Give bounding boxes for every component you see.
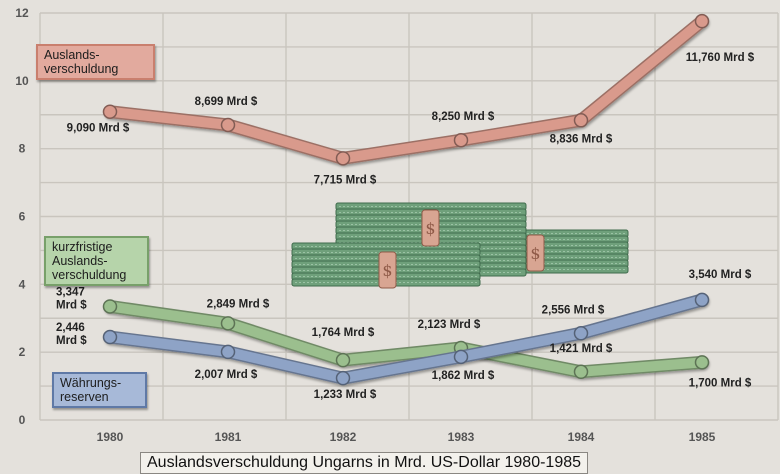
data-label: 8,836 Mrd $	[550, 133, 613, 145]
dollar-sign-icon: $	[382, 261, 392, 280]
dollar-sign-icon: $	[425, 219, 435, 238]
x-tick-label: 1984	[568, 430, 595, 444]
data-point	[573, 113, 589, 128]
x-tick-label: 1980	[97, 430, 124, 444]
data-label: 7,715 Mrd $	[314, 174, 377, 186]
data-label: 3,347 Mrd $	[56, 286, 87, 311]
data-label: 3,540 Mrd $	[689, 269, 752, 281]
y-tick-label: 4	[19, 277, 26, 291]
dollar-sign-icon: $	[530, 244, 540, 263]
data-point	[335, 151, 351, 166]
data-label: 2,446 Mrd $	[56, 322, 87, 347]
data-label: 11,760 Mrd $	[686, 52, 755, 64]
money-band	[526, 234, 545, 272]
x-axis-ticks: 1980 1981 1982 1983 1984 1985	[97, 430, 716, 444]
series-line	[105, 294, 707, 384]
data-label: 2,007 Mrd $	[195, 369, 258, 381]
chart-title: Auslandsverschuldung Ungarns in Mrd. US-…	[140, 452, 589, 474]
data-point	[694, 292, 710, 308]
data-label: 1,764 Mrd $	[312, 327, 375, 339]
data-point	[335, 370, 351, 386]
series-lines	[102, 13, 710, 386]
data-labels: 9,090 Mrd $ 8,699 Mrd $ 7,715 Mrd $ 8,250 M…	[56, 52, 755, 401]
data-point	[453, 132, 469, 148]
data-point	[102, 329, 118, 345]
y-tick-label: 10	[15, 74, 29, 88]
y-tick-label: 0	[19, 413, 26, 427]
data-point	[694, 13, 710, 29]
data-point	[453, 349, 469, 365]
money-band	[421, 209, 440, 247]
x-tick-label: 1982	[330, 430, 357, 444]
legend-kurzfristige-auslandsverschuldung: kurzfristige Auslands- verschuldung	[44, 236, 149, 286]
data-label: 1,233 Mrd $	[314, 389, 377, 401]
x-tick-label: 1985	[689, 430, 716, 444]
money-band	[378, 251, 397, 289]
y-tick-label: 8	[19, 142, 26, 156]
data-label: 2,123 Mrd $	[418, 319, 481, 331]
data-point	[694, 355, 710, 370]
data-label: 1,700 Mrd $	[689, 377, 752, 389]
data-point	[220, 316, 236, 331]
y-tick-label: 6	[19, 210, 26, 224]
legend-auslandsverschuldung: Auslands- verschuldung	[36, 44, 155, 80]
legend-waehrungsreserven: Währungs- reserven	[52, 372, 147, 408]
money-stack-illustration: $ $ $	[291, 202, 629, 289]
data-label: 2,556 Mrd $	[542, 304, 605, 316]
y-axis-ticks: 0 2 4 6 8 10 12	[15, 6, 29, 427]
data-label: 1,421 Mrd $	[550, 343, 613, 355]
data-label-line: 3,347	[56, 286, 85, 298]
y-tick-label: 12	[15, 6, 29, 20]
data-label: 8,250 Mrd $	[432, 111, 495, 123]
x-tick-label: 1981	[215, 430, 242, 444]
data-label: 2,849 Mrd $	[207, 298, 270, 310]
data-label-line: Mrd $	[56, 335, 87, 347]
data-point	[220, 117, 236, 133]
data-label: 1,862 Mrd $	[432, 370, 495, 382]
series-line	[105, 16, 707, 164]
data-label-line: 2,446	[56, 322, 85, 334]
data-point	[573, 364, 589, 380]
data-point	[102, 104, 118, 119]
data-label: 8,699 Mrd $	[195, 96, 258, 108]
data-point	[102, 299, 118, 314]
data-point	[220, 344, 236, 360]
data-label: 9,090 Mrd $	[67, 123, 130, 135]
data-label-line: Mrd $	[56, 299, 87, 311]
series-line	[105, 301, 707, 377]
x-tick-label: 1983	[448, 430, 475, 444]
data-point	[335, 352, 351, 368]
data-point	[573, 326, 589, 341]
y-tick-label: 2	[19, 345, 26, 359]
